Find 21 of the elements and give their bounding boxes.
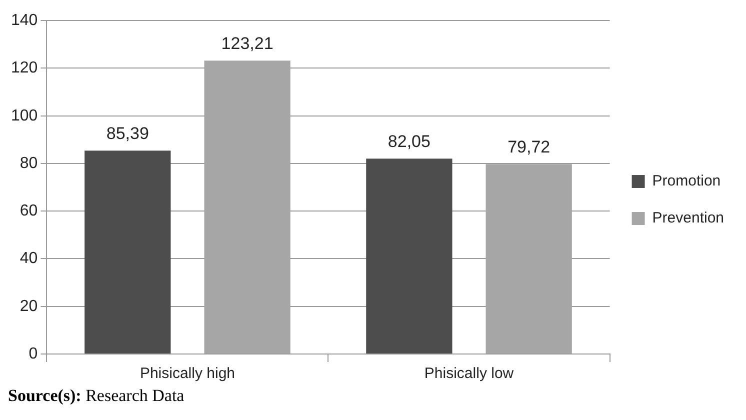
bar [204, 60, 290, 354]
y-tick-label: 80 [20, 154, 38, 172]
y-tick-label: 40 [20, 250, 38, 268]
source-note: Source(s): Research Data [8, 386, 186, 406]
y-tick-label: 120 [10, 60, 38, 77]
y-tick-label: 20 [20, 298, 38, 315]
bar [84, 150, 171, 354]
bar [486, 164, 572, 354]
y-tick-label: 140 [10, 12, 38, 30]
y-tick-label: 100 [10, 107, 38, 124]
data-label: 82,05 [388, 132, 430, 151]
bar [366, 158, 452, 354]
data-label: 79,72 [508, 137, 550, 156]
y-tick-label: 0 [28, 345, 38, 362]
data-label: 85,39 [106, 124, 149, 143]
y-tick-label: 60 [20, 202, 38, 220]
legend-label: Prevention [652, 210, 724, 227]
data-label: 123,21 [221, 34, 274, 53]
x-tick-label: Phisically high [140, 365, 235, 382]
x-tick-label: Phisically low [424, 365, 514, 382]
legend-label: Promotion [652, 172, 721, 190]
